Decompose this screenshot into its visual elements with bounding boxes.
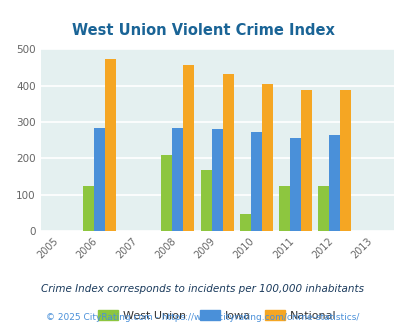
- Bar: [200, 170, 211, 231]
- Bar: [105, 59, 116, 231]
- Text: © 2025 CityRating.com - https://www.cityrating.com/crime-statistics/: © 2025 CityRating.com - https://www.city…: [46, 313, 359, 322]
- Bar: [301, 90, 311, 231]
- Bar: [290, 138, 301, 231]
- Bar: [250, 132, 261, 231]
- Bar: [279, 185, 290, 231]
- Legend: West Union, Iowa, National: West Union, Iowa, National: [93, 306, 340, 325]
- Bar: [172, 128, 183, 231]
- Bar: [83, 185, 94, 231]
- Bar: [161, 155, 172, 231]
- Bar: [222, 74, 233, 231]
- Text: Crime Index corresponds to incidents per 100,000 inhabitants: Crime Index corresponds to incidents per…: [41, 284, 364, 294]
- Bar: [211, 129, 222, 231]
- Bar: [261, 83, 272, 231]
- Bar: [239, 214, 250, 231]
- Bar: [328, 135, 340, 231]
- Bar: [318, 185, 328, 231]
- Text: West Union Violent Crime Index: West Union Violent Crime Index: [71, 23, 334, 38]
- Bar: [340, 90, 351, 231]
- Bar: [183, 65, 194, 231]
- Bar: [94, 128, 105, 231]
